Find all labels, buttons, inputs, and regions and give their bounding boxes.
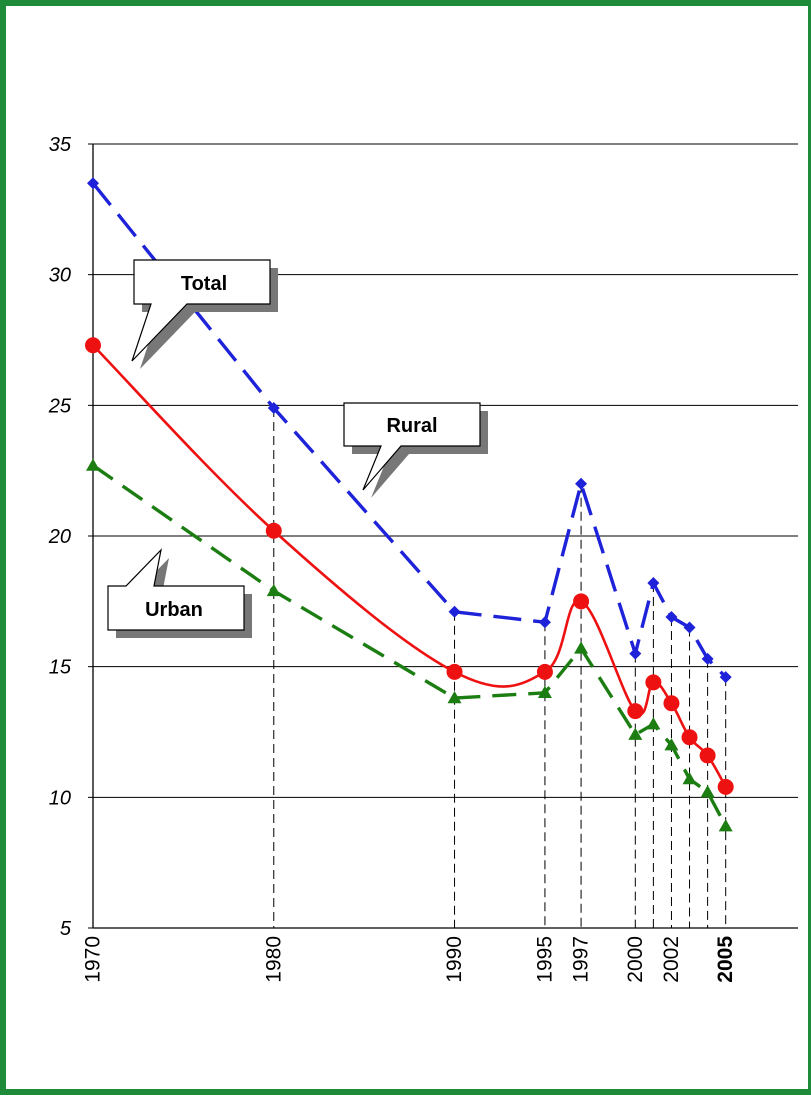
data-point — [265, 522, 282, 539]
data-point — [87, 177, 99, 190]
x-tick-label: 2002 — [660, 936, 683, 983]
y-tick-label: 10 — [49, 787, 71, 809]
callout-total-box — [131, 259, 271, 362]
series-line-urban — [92, 464, 728, 827]
data-point — [267, 401, 280, 414]
series-urban — [86, 458, 733, 832]
y-tick-labels: 5 10 15 20 25 30 35 — [48, 134, 93, 940]
data-point — [717, 778, 734, 795]
data-point — [574, 641, 589, 654]
y-tick-label: 25 — [48, 395, 72, 417]
year-drop-lines — [273, 407, 727, 928]
y-tick-label: 5 — [60, 918, 72, 940]
data-point — [664, 738, 679, 751]
data-point — [537, 685, 552, 699]
x-tick-label: 1990 — [443, 936, 466, 983]
data-point — [663, 695, 680, 712]
callout-urban-box — [107, 548, 245, 631]
x-tick-label: 1980 — [262, 936, 285, 983]
y-tick-label: 15 — [49, 657, 72, 679]
data-point — [681, 729, 698, 746]
data-point — [701, 652, 714, 665]
series-total — [85, 337, 734, 795]
data-point — [719, 671, 732, 684]
series — [85, 177, 734, 832]
data-point — [575, 477, 588, 490]
data-point — [448, 605, 461, 618]
data-point — [85, 337, 101, 354]
data-point — [629, 647, 642, 660]
data-point — [536, 663, 553, 680]
data-point — [699, 747, 716, 764]
gridlines — [93, 143, 798, 798]
x-tick-labels: 1970 1980 1990 1995 1997 2000 2002 2005 — [82, 936, 738, 983]
data-point — [718, 819, 733, 832]
y-tick-label: 30 — [49, 265, 71, 287]
callout-rural-label: Rural — [386, 415, 437, 437]
data-point — [683, 621, 696, 634]
data-point — [86, 458, 100, 471]
x-tick-label: 1995 — [533, 936, 556, 983]
data-point — [682, 772, 697, 785]
data-point — [645, 674, 662, 691]
callout-urban: Urban — [107, 548, 252, 638]
callout-total-label: Total — [181, 273, 227, 295]
series-rural — [87, 177, 732, 684]
data-point — [647, 577, 660, 590]
callout-rural: Rural — [343, 402, 488, 498]
callout-rural-box — [343, 402, 481, 491]
y-tick-label: 35 — [49, 134, 72, 156]
y-tick-label: 20 — [48, 526, 71, 548]
data-point — [538, 616, 551, 629]
data-point — [700, 785, 715, 798]
data-point — [627, 703, 644, 720]
data-point — [266, 583, 281, 597]
data-point — [665, 611, 678, 624]
line-chart: 5 10 15 20 25 30 35 1970 1980 1990 1995 1997 2000 20… — [48, 134, 798, 983]
callout-urban-label: Urban — [145, 599, 203, 621]
data-point — [573, 593, 590, 610]
x-tick-label: 2005 — [714, 936, 737, 983]
x-tick-label: 2000 — [624, 936, 647, 983]
x-tick-label: 1997 — [570, 936, 593, 983]
data-point — [446, 663, 463, 680]
data-point — [628, 727, 643, 740]
data-point — [646, 717, 661, 730]
callout-total: Total — [131, 259, 278, 369]
x-tick-label: 1970 — [82, 936, 105, 983]
data-point — [447, 691, 462, 704]
